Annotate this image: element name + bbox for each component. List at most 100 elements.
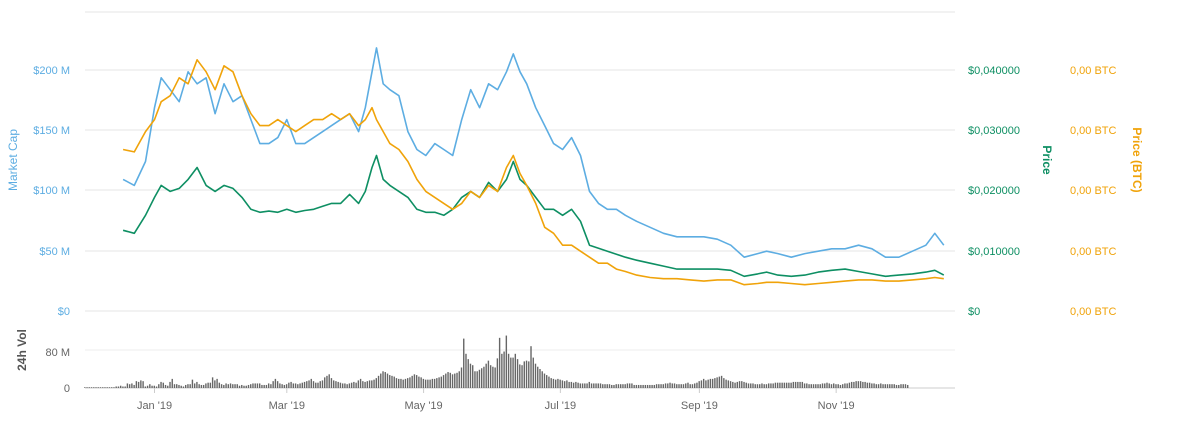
volume-bar bbox=[375, 378, 377, 388]
volume-bar bbox=[483, 366, 485, 388]
volume-bar bbox=[696, 382, 698, 388]
volume-bar bbox=[622, 384, 624, 388]
volume-bar bbox=[404, 378, 407, 388]
volume-bar bbox=[864, 381, 866, 388]
volume-bar bbox=[281, 384, 283, 388]
volume-bar bbox=[104, 387, 106, 388]
volume-bar bbox=[552, 378, 555, 388]
volume-bar bbox=[711, 378, 714, 388]
volume-bar bbox=[723, 378, 725, 388]
volume-bar bbox=[743, 381, 745, 388]
x-tick-label: Nov '19 bbox=[818, 400, 855, 412]
volume-bar bbox=[250, 384, 252, 388]
volume-bars bbox=[84, 335, 909, 388]
volume-bar bbox=[350, 382, 353, 388]
volume-bar bbox=[454, 373, 456, 388]
volume-bar bbox=[907, 384, 909, 388]
volume-bar bbox=[637, 384, 640, 388]
volume-bar bbox=[406, 378, 409, 388]
volume-bar bbox=[586, 383, 588, 388]
volume-bar bbox=[395, 378, 398, 388]
volume-bar bbox=[389, 375, 391, 388]
volume-bar bbox=[424, 379, 427, 388]
volume-bar bbox=[554, 379, 557, 388]
volume-bar bbox=[115, 386, 117, 388]
volume-bar bbox=[211, 377, 214, 388]
volume-bar bbox=[604, 384, 606, 388]
volume-bar bbox=[225, 383, 227, 388]
volume-bar bbox=[837, 384, 839, 388]
volume-bar bbox=[893, 384, 895, 388]
volume-bar bbox=[151, 385, 153, 388]
volume-bar bbox=[440, 376, 443, 388]
volume-bar bbox=[608, 384, 611, 388]
volume-bar bbox=[413, 374, 416, 388]
volume-bar bbox=[785, 382, 788, 388]
volume-bar bbox=[400, 378, 402, 388]
volume-bar bbox=[902, 384, 904, 388]
volume-bar bbox=[817, 384, 819, 388]
volume-bar bbox=[303, 381, 306, 388]
volume-bar bbox=[673, 383, 676, 388]
volume-bar bbox=[173, 384, 176, 388]
price-tick-label: $0,030000 bbox=[968, 125, 1020, 137]
volume-bar bbox=[463, 338, 465, 388]
volume-bar bbox=[759, 384, 761, 388]
market-cap-tick-label: $100 M bbox=[33, 185, 70, 197]
volume-bar bbox=[306, 381, 308, 388]
volume-bar bbox=[467, 359, 469, 388]
volume-bar bbox=[691, 384, 694, 388]
volume-bar bbox=[339, 382, 342, 388]
volume-bar bbox=[324, 377, 326, 388]
volume-bar bbox=[797, 381, 799, 388]
volume-bar bbox=[427, 379, 429, 388]
volume-bar bbox=[386, 373, 389, 388]
volume-bar bbox=[196, 381, 198, 388]
volume-bar bbox=[779, 382, 781, 388]
volume-bar bbox=[882, 384, 884, 388]
volume-bar bbox=[498, 337, 501, 388]
volume-bar bbox=[561, 380, 564, 388]
volume-bar bbox=[97, 387, 99, 388]
volume-bar bbox=[505, 335, 508, 388]
market-cap-axis-label: Market Cap bbox=[6, 129, 20, 191]
volume-bar bbox=[880, 383, 882, 388]
volume-bar bbox=[620, 384, 622, 388]
price-btc-tick-label: 0,00 BTC bbox=[1070, 125, 1117, 137]
volume-bar bbox=[487, 360, 490, 388]
volume-bar bbox=[895, 384, 898, 388]
volume-bar bbox=[613, 384, 615, 388]
volume-bar bbox=[169, 381, 171, 388]
volume-bar bbox=[377, 375, 380, 388]
volume-bar bbox=[729, 381, 732, 388]
volume-bar bbox=[160, 381, 162, 388]
volume-bar bbox=[577, 382, 579, 388]
volume-bar bbox=[597, 383, 599, 388]
volume-bar bbox=[575, 381, 577, 388]
volume-bar bbox=[176, 384, 178, 388]
volume-bar bbox=[904, 384, 907, 388]
volume-bar bbox=[99, 387, 102, 388]
volume-bar bbox=[126, 383, 129, 388]
volume-bar bbox=[792, 381, 795, 388]
volume-bar bbox=[788, 382, 790, 388]
volume-bar bbox=[308, 380, 310, 388]
volume-bar bbox=[398, 378, 400, 388]
volume-bar bbox=[290, 381, 292, 388]
volume-bar bbox=[254, 383, 256, 388]
volume-bar bbox=[539, 369, 541, 388]
volume-bar bbox=[667, 383, 669, 388]
volume-bar bbox=[276, 381, 279, 388]
volume-tick-label: 0 bbox=[64, 383, 70, 395]
volume-bar bbox=[326, 375, 328, 388]
volume-bar bbox=[593, 383, 595, 388]
volume-bar bbox=[754, 384, 756, 388]
volume-bar bbox=[155, 386, 158, 388]
volume-bar bbox=[732, 381, 734, 388]
volume-bar bbox=[167, 385, 169, 388]
volume-bar bbox=[456, 372, 458, 388]
volume-bar bbox=[563, 381, 566, 388]
volume-bar bbox=[644, 384, 647, 388]
volume-bar bbox=[229, 383, 232, 388]
volume-bar bbox=[328, 374, 330, 388]
